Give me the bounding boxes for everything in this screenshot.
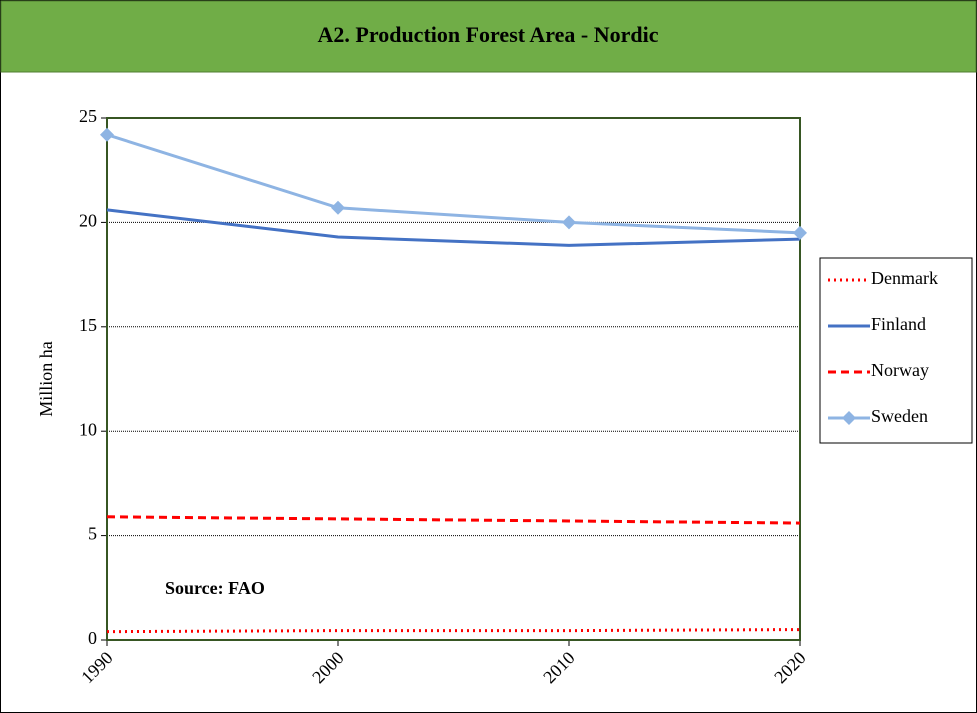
y-tick-label: 15	[79, 315, 97, 335]
series-line	[106, 133, 801, 235]
title-band	[0, 0, 977, 73]
series-line	[106, 515, 801, 525]
legend-label: Finland	[871, 314, 926, 334]
point-marker	[100, 127, 114, 142]
y-tick-label: 0	[88, 628, 97, 648]
legend-label: Denmark	[871, 268, 938, 288]
point-marker	[793, 225, 807, 240]
series-line	[106, 628, 801, 634]
point-marker	[331, 200, 345, 215]
y-tick-label: 25	[79, 106, 97, 126]
y-axis-label: Million ha	[36, 341, 56, 417]
plot-area	[106, 117, 801, 641]
legend-label: Sweden	[871, 406, 928, 426]
chart-title: A2. Production Forest Area - Nordic	[318, 22, 659, 47]
legend-label: Norway	[871, 360, 929, 380]
y-tick-label: 20	[79, 211, 97, 231]
legend-box	[819, 257, 973, 444]
legend-marker	[842, 411, 856, 425]
y-tick-label: 5	[88, 524, 97, 544]
annotation: Source: FAO	[165, 578, 265, 598]
series-line	[106, 208, 801, 247]
y-tick-label: 10	[79, 419, 97, 439]
point-marker	[562, 215, 576, 230]
